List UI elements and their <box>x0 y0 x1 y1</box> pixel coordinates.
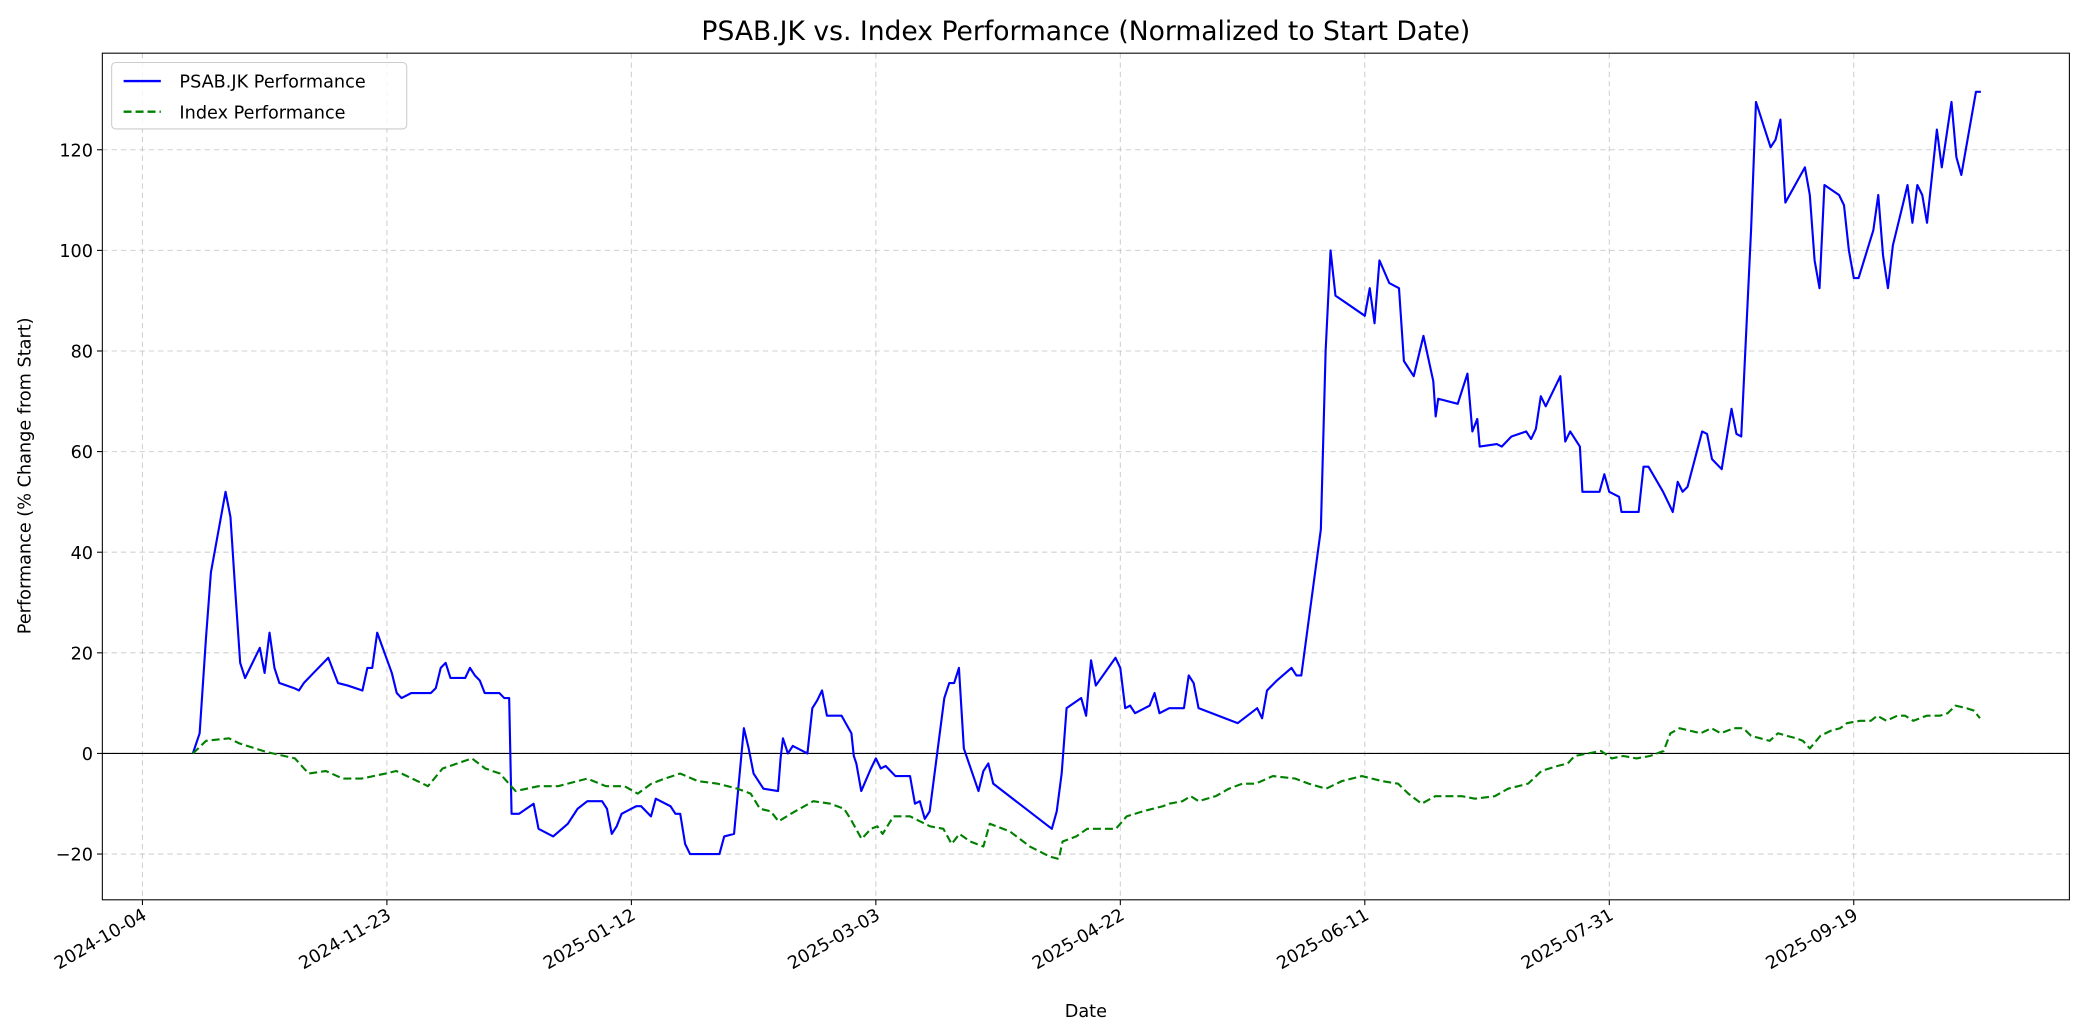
index-performance-line <box>192 704 1981 861</box>
x-tick-label: 2025-06-11 <box>1274 905 1373 974</box>
x-tick-label: 2025-07-31 <box>1518 905 1617 974</box>
y-tick-label: 0 <box>82 745 93 765</box>
y-tick-label: −20 <box>56 846 93 866</box>
x-tick-label: 2024-10-04 <box>51 905 150 974</box>
x-tick-label: 2025-03-03 <box>785 905 884 974</box>
y-tick-label: 60 <box>71 443 93 463</box>
y-axis-label: Performance (% Change from Start) <box>16 317 36 634</box>
y-tick-label: 120 <box>59 141 93 161</box>
psab-performance-line <box>191 90 1981 856</box>
legend-box <box>111 61 408 130</box>
y-tick-label: 100 <box>59 242 93 262</box>
y-tick-label: 40 <box>71 544 93 564</box>
x-tick-label: 2025-01-12 <box>540 905 639 974</box>
axis-ticks: 2024-10-04 2024-11-23 2025-01-12 2025-03-03… <box>51 141 1861 974</box>
legend: PSAB.JK Performance Index Performance <box>111 61 408 130</box>
x-tick-label: 2025-09-19 <box>1763 905 1862 974</box>
series-layer <box>191 90 1981 861</box>
chart-title: PSAB.JK vs. Index Performance (Normalize… <box>701 16 1470 47</box>
plot-frame <box>101 52 2070 901</box>
legend-label-index: Index Performance <box>179 103 345 123</box>
y-tick-label: 80 <box>71 343 93 363</box>
legend-label-psab: PSAB.JK Performance <box>179 73 365 93</box>
grid <box>102 53 2070 900</box>
x-tick-label: 2024-11-23 <box>296 905 395 974</box>
y-tick-label: 20 <box>71 644 93 664</box>
x-tick-label: 2025-04-22 <box>1029 905 1128 974</box>
x-axis-label: Date <box>1065 1002 1107 1022</box>
